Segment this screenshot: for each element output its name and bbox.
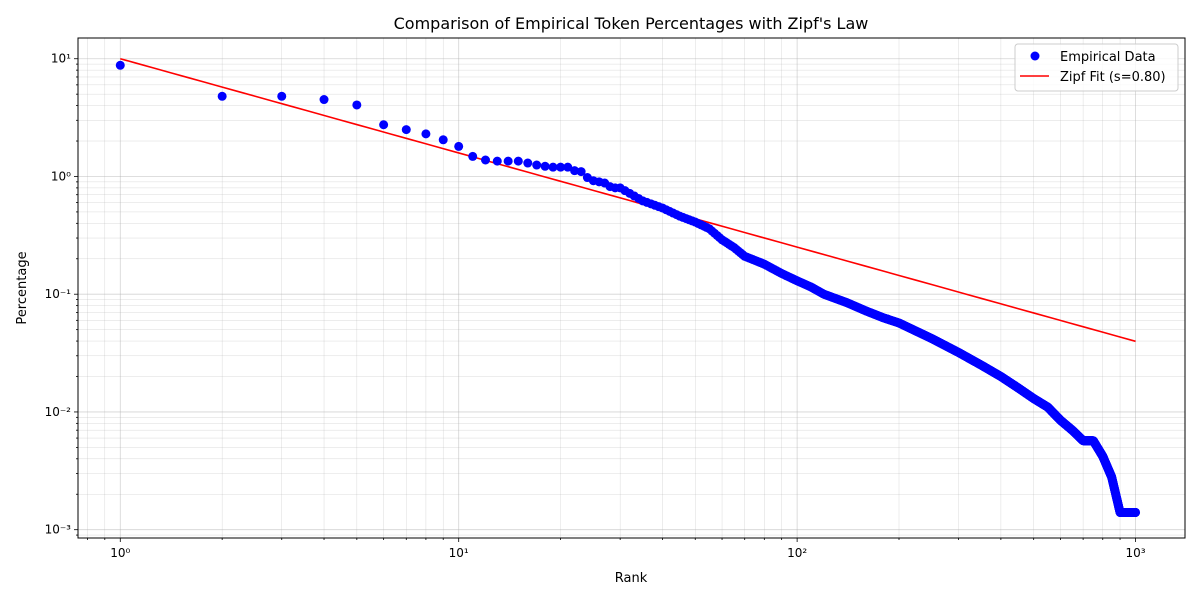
- plot-frame: [77, 37, 1186, 539]
- points-layer: [115, 60, 1141, 517]
- empirical-point: [454, 141, 464, 151]
- chart-title: Comparison of Empirical Token Percentage…: [394, 14, 869, 33]
- empirical-point: [481, 155, 490, 165]
- grid: [78, 38, 1185, 538]
- empirical-point: [548, 162, 558, 172]
- empirical-point: [523, 158, 533, 168]
- empirical-point: [556, 162, 566, 172]
- legend-label-zipf: Zipf Fit (s=0.80): [1060, 70, 1166, 85]
- legend-marker-empirical: [1030, 51, 1040, 61]
- x-tick-label: 10³: [1126, 546, 1146, 560]
- empirical-point: [513, 156, 523, 166]
- x-axis-label: Rank: [615, 571, 648, 586]
- legend-label-empirical: Empirical Data: [1060, 50, 1156, 65]
- empirical-point: [468, 151, 478, 161]
- x-tick-label: 10²: [787, 546, 807, 560]
- y-tick-label: 10¹: [51, 52, 71, 66]
- y-tick-label: 10⁻¹: [45, 287, 72, 301]
- y-tick-label: 10⁻²: [45, 405, 72, 419]
- legend: Empirical Data Zipf Fit (s=0.80): [1014, 43, 1179, 92]
- axis-ticks: 10⁰ 10¹ 10² 10³ 10⁻³ 10⁻² 10⁻¹ 10⁰ 10¹: [45, 52, 1146, 560]
- empirical-point: [1131, 507, 1141, 517]
- zipf-layer: [120, 57, 1136, 343]
- y-tick-label: 10⁰: [51, 169, 71, 183]
- empirical-point: [421, 129, 431, 139]
- empirical-point: [277, 91, 287, 101]
- empirical-point: [576, 167, 586, 177]
- empirical-point: [492, 156, 502, 166]
- x-tick-label: 10⁰: [110, 546, 130, 560]
- empirical-point: [503, 156, 513, 166]
- x-tick-label: 10¹: [449, 546, 469, 560]
- empirical-point: [438, 135, 448, 145]
- empirical-point: [379, 120, 389, 130]
- legend-box: [1014, 43, 1179, 92]
- empirical-point: [115, 60, 125, 70]
- empirical-point: [540, 161, 550, 171]
- y-tick-label: 10⁻³: [45, 523, 72, 537]
- empirical-point: [532, 160, 542, 170]
- empirical-point: [217, 91, 227, 101]
- empirical-point: [352, 100, 362, 110]
- y-axis-label: Percentage: [15, 251, 30, 324]
- zipf-fit-line: [120, 57, 1136, 343]
- empirical-point: [319, 95, 329, 105]
- empirical-point: [401, 125, 411, 135]
- empirical-point: [563, 162, 573, 172]
